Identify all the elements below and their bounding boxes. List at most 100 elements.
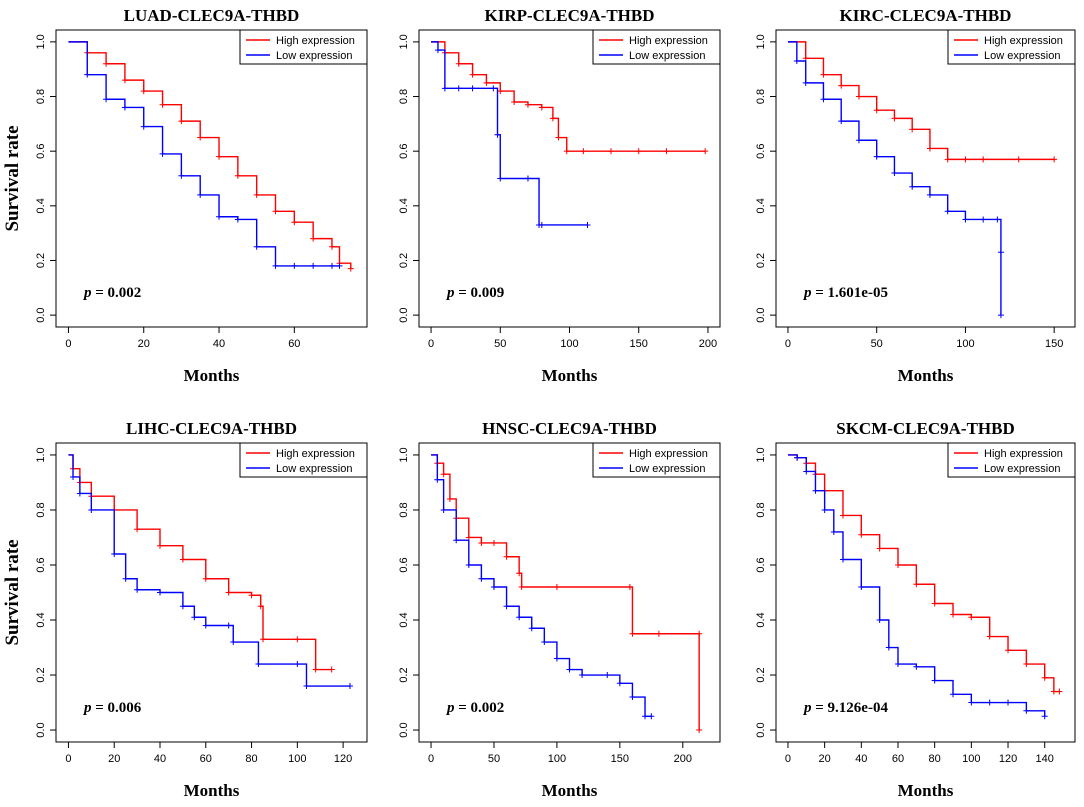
x-axis-label: Months	[898, 781, 954, 800]
x-tick-label: 60	[892, 753, 904, 765]
censor-mark-low	[891, 170, 898, 177]
x-tick-label: 60	[288, 338, 300, 350]
censor-mark-high	[802, 55, 809, 62]
y-tick-label: 0.4	[35, 198, 47, 213]
censor-mark-low	[926, 191, 933, 198]
censor-mark-high	[663, 148, 670, 155]
censor-mark-high	[962, 156, 969, 163]
legend-label-high: High expression	[276, 35, 355, 47]
censor-mark-high	[968, 614, 975, 621]
y-tick-label: 0.8	[398, 89, 410, 104]
y-tick-label: 0.4	[35, 612, 47, 627]
censor-mark-low	[253, 243, 260, 250]
censor-mark-low	[962, 216, 969, 223]
y-tick-label: 1.0	[398, 34, 410, 49]
censor-mark-low	[648, 713, 655, 720]
censor-mark-low	[469, 85, 476, 92]
censor-mark-low	[566, 666, 573, 673]
x-tick-label: 100	[548, 753, 566, 765]
censor-mark-high	[944, 156, 951, 163]
censor-mark-low	[216, 213, 223, 220]
legend-label-low: Low expression	[984, 50, 1060, 62]
x-tick-label: 80	[929, 753, 941, 765]
x-tick-label: 150	[1045, 338, 1063, 350]
censor-mark-low	[328, 262, 335, 269]
y-tick-label: 0.8	[755, 89, 767, 104]
x-tick-label: 120	[999, 753, 1017, 765]
censor-mark-high	[260, 636, 267, 643]
censor-mark-high	[820, 71, 827, 78]
censor-mark-low	[103, 96, 110, 103]
y-tick-label: 0.0	[35, 722, 47, 737]
x-tick-label: 50	[488, 753, 500, 765]
censor-mark-high	[312, 666, 319, 673]
y-tick-label: 0.6	[398, 557, 410, 572]
censor-mark-low	[516, 614, 523, 621]
survival-curve-low	[68, 454, 350, 687]
legend-box	[947, 442, 1076, 478]
x-tick-label: 0	[428, 338, 434, 350]
censor-mark-high	[178, 118, 185, 125]
y-tick-label: 0.0	[755, 722, 767, 737]
censor-mark-high	[202, 575, 209, 582]
y-tick-label: 1.0	[35, 447, 47, 462]
y-tick-label: 0.4	[398, 198, 410, 213]
censor-mark-low	[434, 476, 441, 483]
y-tick-label: 0.0	[398, 722, 410, 737]
legend-box	[947, 29, 1076, 65]
censor-mark-high	[635, 148, 642, 155]
p-value: p = 9.126e-04	[802, 700, 888, 716]
censor-mark-high	[950, 611, 957, 618]
x-tick-label: 0	[65, 753, 71, 765]
censor-mark-low	[490, 583, 497, 590]
x-tick-label: 0	[785, 338, 791, 350]
censor-mark-low	[310, 262, 317, 269]
censor-mark-low	[140, 123, 147, 130]
censor-mark-low	[579, 672, 586, 679]
censor-mark-low	[159, 150, 166, 157]
plot-frame	[775, 442, 1076, 743]
censor-mark-high	[140, 88, 147, 95]
censor-mark-low	[465, 561, 472, 568]
legend-label-low: Low expression	[629, 50, 705, 62]
censor-mark-high	[257, 603, 264, 610]
km-panel-3: KIRC-CLEC9A-THBD 0 50 100 150 0.0 0.2 0.4 0.6 0.8…	[755, 6, 1076, 385]
censor-mark-high	[294, 636, 301, 643]
censor-mark-high	[469, 71, 476, 78]
y-tick-label: 0.6	[398, 144, 410, 159]
censor-mark-low	[802, 79, 809, 86]
censor-mark-low	[931, 677, 938, 684]
censor-mark-low	[584, 221, 591, 228]
censor-mark-high	[511, 98, 518, 105]
censor-mark-low	[225, 622, 232, 629]
km-panel-5: HNSC-CLEC9A-THBD 0 50 100 150 200 0.0 0.2 0.4 0.6…	[398, 419, 721, 800]
censor-mark-high	[248, 592, 255, 599]
censor-mark-low	[111, 550, 118, 557]
y-tick-label: 0.4	[398, 612, 410, 627]
censor-mark-low	[994, 216, 1001, 223]
survival-curve-low	[787, 41, 1002, 316]
censor-mark-high	[272, 208, 279, 215]
censor-mark-low	[336, 262, 343, 269]
censor-mark-low	[830, 528, 837, 535]
censor-mark-low	[191, 614, 198, 621]
legend: High expression Low expression	[947, 442, 1076, 478]
y-axis-label: Survival rate	[2, 539, 23, 645]
censor-mark-high	[553, 583, 560, 590]
legend-box	[239, 29, 368, 65]
y-axis-label: Survival rate	[2, 125, 23, 231]
censor-mark-low	[541, 639, 548, 646]
censor-mark-low	[478, 575, 485, 582]
legend-label-high: High expression	[629, 35, 708, 47]
censor-mark-high	[328, 243, 335, 250]
x-axis-label: Months	[542, 781, 598, 800]
km-panel-4: LIHC-CLEC9A-THBD 0 20 40 60 80 100 120 0.0 0.2 0.4…	[2, 419, 368, 800]
legend-label-low: Low expression	[629, 463, 705, 475]
legend-label-high: High expression	[629, 448, 708, 460]
censor-mark-low	[230, 639, 237, 646]
censor-mark-low	[440, 506, 447, 513]
legend-box	[592, 29, 721, 65]
x-tick-label: 0	[785, 753, 791, 765]
censor-mark-high	[838, 82, 845, 89]
